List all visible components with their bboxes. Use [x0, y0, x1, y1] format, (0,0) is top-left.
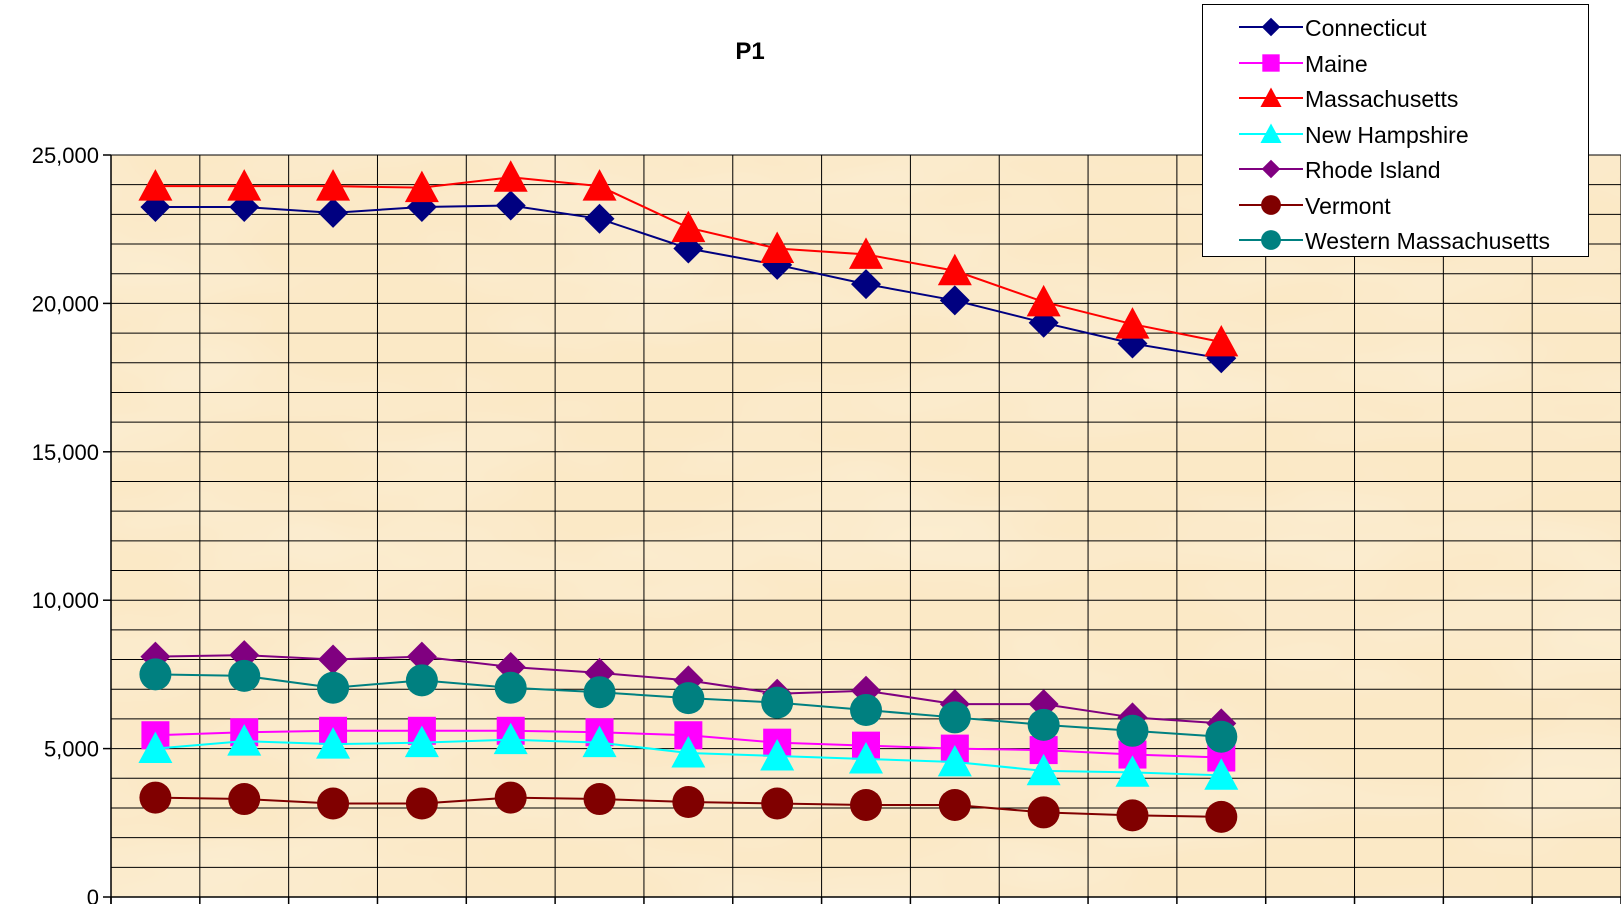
legend: Connecticut Maine Massachusetts New Hampshi… [1202, 4, 1589, 257]
y-tick-label: 10,000 [32, 588, 99, 613]
data-point-western-massachusetts [583, 676, 616, 709]
data-point-massachusetts [937, 253, 972, 286]
legend-swatch-vermont [1239, 194, 1303, 215]
legend-item-new-hampshire: New Hampshire [1203, 118, 1588, 150]
data-point-new-hampshire [671, 736, 706, 768]
data-point-rhode-island [406, 641, 437, 672]
data-point-vermont [494, 781, 527, 814]
legend-label: Vermont [1305, 192, 1391, 219]
data-point-rhode-island [318, 644, 349, 675]
y-tick-label: 15,000 [32, 440, 99, 465]
data-point-vermont [1205, 800, 1238, 833]
legend-marker [1261, 194, 1281, 215]
legend-item-maine: Maine [1203, 47, 1588, 79]
data-point-western-massachusetts [405, 664, 438, 697]
data-point-new-hampshire [404, 725, 439, 758]
data-point-new-hampshire [582, 725, 617, 758]
data-point-new-hampshire [227, 724, 262, 756]
data-point-vermont [761, 787, 794, 820]
data-point-new-hampshire [1026, 753, 1061, 786]
data-point-massachusetts [849, 237, 883, 269]
data-point-new-hampshire [760, 739, 795, 771]
data-point-new-hampshire [1115, 755, 1150, 787]
data-point-new-hampshire [1204, 758, 1239, 790]
y-tick-label: 0 [87, 885, 99, 904]
data-point-massachusetts [1115, 307, 1150, 339]
data-point-western-massachusetts [1116, 714, 1149, 747]
legend-marker [1261, 17, 1281, 37]
data-point-western-massachusetts [1205, 720, 1238, 753]
data-point-massachusetts [227, 169, 262, 201]
data-point-massachusetts [671, 210, 706, 243]
legend-item-vermont: Vermont [1203, 189, 1588, 221]
data-point-vermont [672, 786, 705, 819]
legend-label: Maine [1305, 50, 1368, 77]
legend-swatch-maine [1239, 53, 1303, 72]
data-point-new-hampshire [849, 741, 883, 774]
chart-title: P1 [735, 38, 765, 65]
data-point-massachusetts [760, 231, 795, 263]
data-point-vermont [583, 783, 616, 816]
data-point-western-massachusetts [938, 701, 971, 734]
data-point-vermont [1027, 796, 1060, 829]
legend-marker [1261, 159, 1281, 179]
data-point-vermont [317, 787, 350, 820]
y-tick-label: 25,000 [32, 143, 99, 168]
data-point-massachusetts [493, 160, 528, 192]
data-point-vermont [850, 788, 882, 821]
data-point-connecticut [318, 197, 349, 228]
data-point-connecticut [939, 285, 970, 316]
legend-marker [1260, 87, 1282, 107]
legend-swatch-new-hampshire [1239, 122, 1303, 143]
legend-marker [1261, 230, 1281, 250]
data-point-vermont [228, 783, 261, 816]
data-point-western-massachusetts [1027, 708, 1060, 741]
data-point-vermont [405, 787, 438, 820]
y-tick-label: 5,000 [44, 737, 99, 762]
legend-swatch-massachusetts [1239, 87, 1303, 107]
data-point-western-massachusetts [228, 659, 261, 692]
data-point-massachusetts [316, 169, 351, 201]
legend-item-rhode-island: Rhode Island [1203, 153, 1588, 185]
data-point-western-massachusetts [494, 671, 527, 704]
legend-label: Connecticut [1305, 15, 1427, 41]
data-point-massachusetts [582, 169, 617, 201]
data-point-connecticut [584, 203, 615, 234]
y-tick-label: 20,000 [32, 291, 99, 316]
data-point-connecticut [495, 190, 526, 221]
legend-swatch-connecticut [1239, 17, 1303, 37]
data-point-new-hampshire [138, 731, 173, 764]
data-point-massachusetts [404, 170, 439, 203]
data-point-western-massachusetts [672, 682, 705, 715]
data-point-western-massachusetts [850, 694, 882, 727]
data-point-massachusetts [1204, 324, 1239, 357]
legend-label: Western Massachusetts [1305, 228, 1551, 254]
data-point-massachusetts [138, 169, 173, 201]
legend-swatch-western-massachusetts [1239, 230, 1303, 250]
legend-marker [1260, 122, 1282, 143]
data-point-western-massachusetts [317, 671, 350, 704]
legend-marker [1262, 53, 1280, 72]
data-point-new-hampshire [493, 722, 528, 755]
data-point-vermont [1116, 799, 1149, 832]
data-point-vermont [139, 781, 172, 814]
data-point-connecticut [851, 269, 881, 300]
data-point-vermont [938, 788, 971, 821]
legend-label: Rhode Island [1305, 157, 1441, 183]
legend-swatch-rhode-island [1239, 159, 1303, 179]
legend-item-massachusetts: Massachusetts [1203, 82, 1588, 114]
data-point-new-hampshire [937, 744, 972, 777]
data-point-massachusetts [1026, 284, 1061, 317]
data-point-western-massachusetts [139, 658, 172, 691]
data-point-new-hampshire [316, 727, 351, 759]
legend-item-connecticut: Connecticut [1203, 11, 1588, 43]
legend-item-western-massachusetts: Western Massachusetts [1203, 224, 1588, 256]
legend-label: Massachusetts [1305, 86, 1459, 112]
legend-label: New Hampshire [1305, 121, 1469, 148]
data-point-western-massachusetts [761, 686, 794, 719]
